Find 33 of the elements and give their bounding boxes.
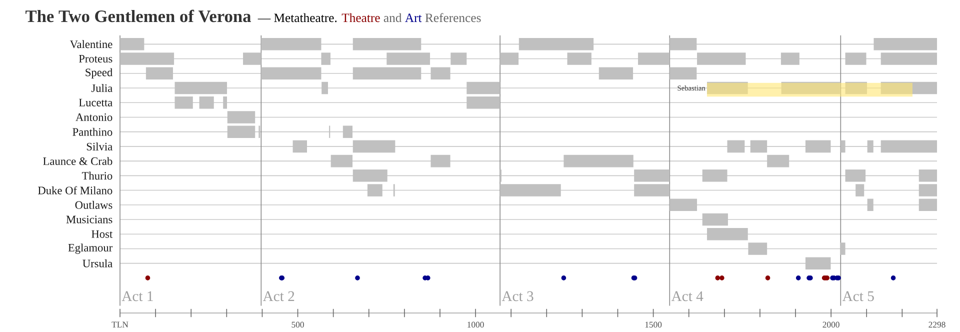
- x-tick-label: 1500: [645, 322, 662, 328]
- text: Theatre: [342, 13, 380, 22]
- y-tick-label: Julia: [91, 84, 112, 92]
- y-tick-label: Panthino: [72, 128, 112, 136]
- y-tick-label: Ursula: [82, 259, 112, 268]
- y-tick-label: Antonio: [76, 113, 112, 122]
- x-tick-label: 1000: [468, 322, 484, 328]
- x-tick-label: 2000: [822, 322, 840, 328]
- ref-line-label: Act 4: [671, 291, 704, 302]
- ref-line-label: Act 2: [262, 291, 294, 302]
- y-tick-label: Eglamour: [68, 244, 113, 254]
- y-tick-label: Host: [92, 230, 113, 238]
- y-tick-label: Duke Of Milano: [38, 186, 112, 194]
- ref-line-label: Act 1: [122, 291, 153, 302]
- x-tick-label: TLN: [112, 322, 128, 328]
- ref-line-label: Act 3: [502, 291, 534, 302]
- y-tick-label: Lucetta: [78, 98, 112, 106]
- y-tick-label: Silvia: [86, 142, 112, 150]
- y-tick-label: Outlaws: [75, 200, 112, 209]
- y-tick-label: Speed: [86, 68, 112, 79]
- y-tick-label: Launce & Crab: [43, 157, 112, 166]
- y-tick-label: Thurio: [82, 172, 112, 180]
- text: References: [425, 13, 481, 22]
- y-tick-label: Valentine: [70, 40, 112, 48]
- x-tick-label: 2298: [928, 322, 946, 328]
- y-tick-label: Musicians: [66, 216, 112, 224]
- chart-title: The Two Gentlemen of Verona: [26, 10, 251, 22]
- x-tick-label: 500: [292, 322, 304, 328]
- y-tick-label: Proteus: [78, 55, 112, 63]
- text: Art: [405, 14, 422, 22]
- chart-subtitle: — Metatheatre.: [258, 13, 337, 22]
- text: and: [384, 13, 402, 22]
- ref-line-label: Act 5: [842, 291, 874, 302]
